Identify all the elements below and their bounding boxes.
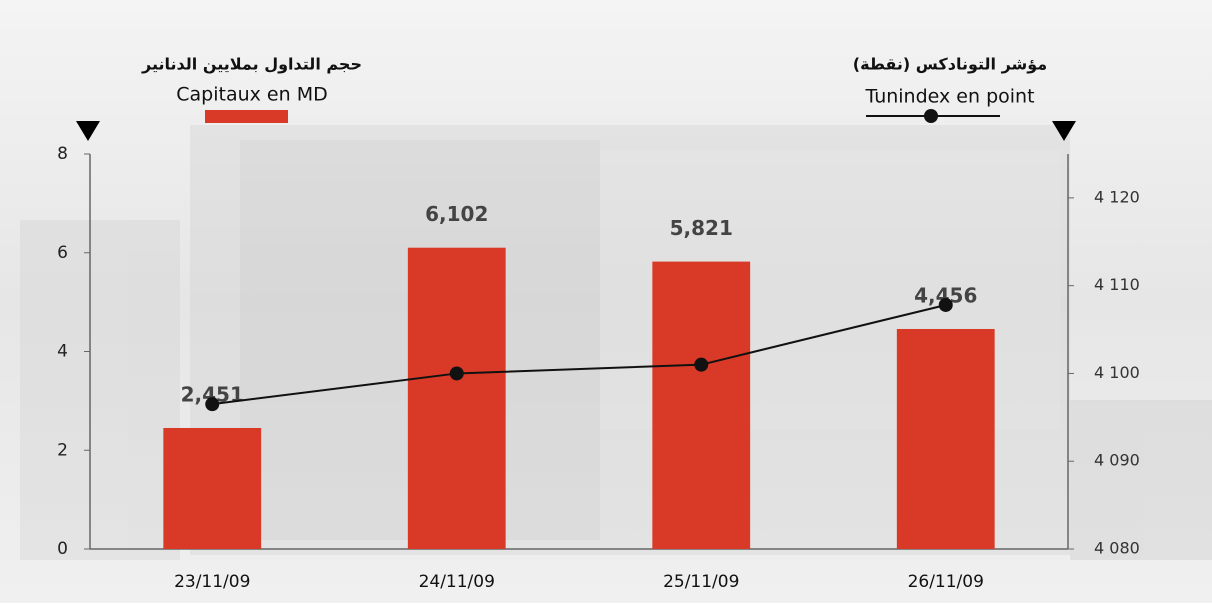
- y-tick-label: 0: [57, 539, 68, 559]
- bar: [897, 329, 995, 549]
- page: {"chart_data": {"type": "bar_line", "cat…: [0, 0, 1212, 603]
- value-label: 5,821: [670, 216, 733, 240]
- bar: [652, 262, 750, 549]
- line-marker: [694, 358, 708, 372]
- line-marker: [939, 298, 953, 312]
- legend-label-ar: مؤشر التونادكس (نقطة): [853, 55, 1047, 74]
- y-tick-label: 2: [57, 440, 68, 460]
- chart: حجم التداول بملايين الدنانير Capitaux en…: [0, 0, 1212, 603]
- value-label: 6,102: [425, 202, 488, 226]
- y-tick-label: 8: [57, 144, 68, 164]
- y-tick-label: 6: [57, 243, 68, 263]
- legend-swatch: [205, 110, 288, 123]
- legend-marker: [924, 109, 938, 123]
- bar: [163, 428, 261, 549]
- x-tick-label: 23/11/09: [174, 572, 250, 592]
- y2-tick-label: 4 090: [1094, 451, 1140, 470]
- x-tick-label: 25/11/09: [663, 572, 739, 592]
- bar: [408, 248, 506, 549]
- legend-label: Tunindex en point: [864, 86, 1034, 108]
- x-tick-label: 24/11/09: [419, 572, 495, 592]
- legend-label-ar: حجم التداول بملايين الدنانير: [141, 55, 362, 74]
- y2-tick-label: 4 120: [1094, 187, 1140, 206]
- y2-tick-label: 4 100: [1094, 363, 1140, 382]
- line-marker: [205, 397, 219, 411]
- y-tick-label: 4: [57, 342, 68, 362]
- line-marker: [450, 366, 464, 380]
- y2-tick-label: 4 080: [1094, 539, 1140, 558]
- legend-label: Capitaux en MD: [176, 84, 327, 106]
- x-tick-label: 26/11/09: [908, 572, 984, 592]
- y2-tick-label: 4 110: [1094, 275, 1140, 294]
